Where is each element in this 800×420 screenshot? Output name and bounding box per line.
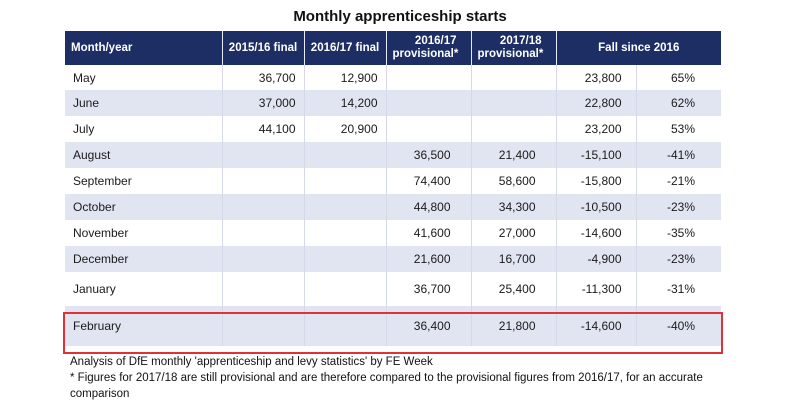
table-row: February 36,400 21,800 -14,600 -40% (65, 306, 722, 346)
table-cell: -40% (636, 306, 722, 346)
table-cell: -11,300 (556, 272, 637, 306)
table-cell: 34,300 (471, 194, 557, 220)
table-cell (222, 194, 305, 220)
header-month: Month/year (65, 31, 223, 65)
table-cell: February (65, 306, 223, 346)
header-2016-17-final: 2016/17 final (304, 31, 387, 65)
table-cell (304, 246, 387, 272)
header-2017-18-provisional-line1: 2017/18 (499, 35, 542, 47)
table-cell: -23% (636, 194, 722, 220)
table-cell: -41% (636, 142, 722, 168)
table-cell (471, 116, 557, 142)
table-cell: August (65, 142, 223, 168)
table-cell: July (65, 116, 223, 142)
table-body: May 36,700 12,900 23,800 65% June 37,000 14,200… (65, 65, 722, 346)
table-cell (222, 168, 305, 194)
table-cell: 21,600 (386, 246, 472, 272)
header-fall-since-2016: Fall since 2016 (556, 31, 722, 65)
table-cell: 62% (636, 90, 722, 116)
table-row: December 21,600 16,700 -4,900 -23% (65, 246, 722, 272)
table-header-row: Month/year 2015/16 final 2016/17 final 2… (65, 31, 722, 65)
table-cell (222, 306, 305, 346)
table-row: May 36,700 12,900 23,800 65% (65, 65, 721, 90)
table-cell: 20,900 (304, 116, 387, 142)
table-cell: -4,900 (556, 246, 637, 272)
table-row: June 37,000 14,200 22,800 62% (65, 90, 722, 116)
table-cell: 23,200 (556, 116, 637, 142)
header-2016-17-provisional-line2: provisional* (392, 48, 459, 60)
table-row: September 74,400 58,600 -15,800 -21% (65, 168, 721, 194)
table-cell (386, 90, 472, 116)
table-cell (304, 168, 387, 194)
table-cell: 23,800 (556, 65, 637, 90)
table-cell: 44,100 (222, 116, 305, 142)
table-cell: 12,900 (304, 65, 387, 90)
table-cell: 36,700 (386, 272, 472, 306)
table-cell: 14,200 (304, 90, 387, 116)
table-cell: -21% (667, 174, 696, 188)
table-cell: May (65, 65, 223, 90)
table-cell (222, 142, 305, 168)
header-2017-18-provisional-line2: provisional* (477, 48, 544, 60)
table-cell: 53% (670, 122, 696, 136)
table-row: January 36,700 25,400 -11,300 -31% (65, 272, 721, 306)
table-cell (471, 65, 557, 90)
table-row: November 41,600 27,000 -14,600 -35% (65, 220, 721, 246)
table-cell (304, 220, 387, 246)
table-cell: 27,000 (471, 220, 557, 246)
table-cell (304, 306, 387, 346)
table-row: July 44,100 20,900 23,200 53% (65, 116, 721, 142)
table-cell: 37,000 (222, 90, 305, 116)
table-cell: 36,400 (386, 306, 472, 346)
table-cell: -14,600 (556, 220, 637, 246)
table-cell (304, 142, 387, 168)
table-cell: 25,400 (471, 272, 557, 306)
footnote: * Figures for 2017/18 are still provisio… (70, 372, 703, 400)
table-cell (386, 65, 472, 90)
table-cell: September (65, 168, 223, 194)
table-cell: 58,600 (471, 168, 557, 194)
header-2015-16-final: 2015/16 final (222, 31, 305, 65)
table-cell: January (65, 272, 223, 306)
source-note: Analysis of DfE monthly 'apprenticeship … (70, 356, 433, 368)
table-cell (471, 90, 557, 116)
table-cell: -23% (636, 246, 722, 272)
table-cell: 21,800 (471, 306, 557, 346)
apprenticeship-table: Month/year 2015/16 final 2016/17 final 2… (65, 31, 722, 346)
table-row: August 36,500 21,400 -15,100 -41% (65, 142, 722, 168)
table-cell (222, 272, 305, 306)
table-cell: November (65, 220, 223, 246)
table-cell (386, 116, 472, 142)
table-cell (304, 272, 387, 306)
table-cell: -15,100 (556, 142, 637, 168)
table-cell: 36,700 (222, 65, 305, 90)
table-cell: June (65, 90, 223, 116)
header-2016-17-provisional-line1: 2016/17 (414, 35, 457, 47)
table-cell: 16,700 (471, 246, 557, 272)
page-title: Monthly apprenticeship starts (293, 8, 507, 25)
table-cell: 44,800 (386, 194, 472, 220)
table-cell: -15,800 (556, 168, 637, 194)
table-cell (304, 194, 387, 220)
table-cell: -14,600 (556, 306, 637, 346)
table-cell: 21,400 (471, 142, 557, 168)
notes: Analysis of DfE monthly 'apprenticeship … (70, 354, 750, 402)
table-cell: -31% (667, 282, 696, 296)
header-2016-17-provisional: 2016/17 provisional* (386, 31, 472, 65)
table-cell: 65% (670, 70, 696, 85)
table-cell: 74,400 (386, 168, 472, 194)
table-cell: 22,800 (556, 90, 637, 116)
table-cell: October (65, 194, 223, 220)
table-cell: -10,500 (556, 194, 637, 220)
table-cell: -35% (667, 226, 696, 240)
table-cell (222, 220, 305, 246)
table-cell: December (65, 246, 223, 272)
table-cell: 36,500 (386, 142, 472, 168)
table-cell: 41,600 (386, 220, 472, 246)
table-row: October 44,800 34,300 -10,500 -23% (65, 194, 722, 220)
table-cell (222, 246, 305, 272)
header-2017-18-provisional: 2017/18 provisional* (471, 31, 557, 65)
